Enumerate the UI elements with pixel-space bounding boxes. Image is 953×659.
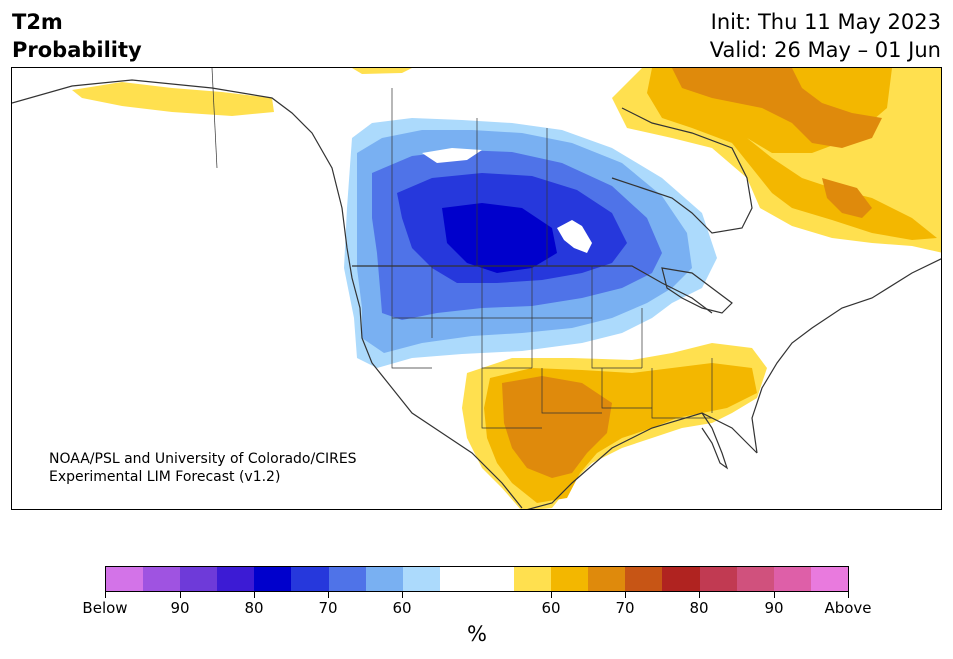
north-america-west-coast xyxy=(12,79,523,509)
warm-region-northeast-65 xyxy=(647,68,937,240)
colorbar-tick-2 xyxy=(254,592,255,598)
colorbar-tick-7 xyxy=(699,592,700,598)
credit-text: NOAA/PSL and University of Colorado/CIRE… xyxy=(49,450,357,486)
colorbar-tick-0 xyxy=(105,592,106,598)
colorbar-tick-label-3: 70 xyxy=(318,599,338,617)
colorbar-tick-label-7: 80 xyxy=(689,599,709,617)
colorbar-tick-4 xyxy=(402,592,403,598)
colorbar-tick-5 xyxy=(551,592,552,598)
hudson-bay xyxy=(611,107,753,234)
colorbar-tick-label-6: 70 xyxy=(615,599,635,617)
colorbar-tick-6 xyxy=(625,592,626,598)
colorbar-segment-16 xyxy=(699,567,737,591)
valid-date-label: Valid: 26 May – 01 Jun xyxy=(709,38,941,62)
florida xyxy=(701,412,729,470)
colorbar-tick-9 xyxy=(848,592,849,598)
colorbar-tick-label-9: Above xyxy=(824,599,872,617)
warm-region-northeast-70 xyxy=(672,68,882,148)
colorbar-segment-13 xyxy=(588,567,626,591)
us-canada-border xyxy=(352,265,713,314)
colorbar-segment-18 xyxy=(773,567,811,591)
warm-region-alaska-60 xyxy=(72,82,274,116)
coastline-group xyxy=(12,79,941,509)
colorbar-unit-label: % xyxy=(467,622,487,646)
colorbar-segment-4 xyxy=(254,567,292,591)
colorbar-segment-15 xyxy=(662,567,700,591)
probability-map xyxy=(11,67,942,510)
lake-winnipeg xyxy=(557,220,592,253)
map-canvas xyxy=(12,68,941,509)
state-province-borders xyxy=(211,68,713,429)
colorbar-segment-14 xyxy=(625,567,663,591)
title-line-2: Probability xyxy=(12,38,142,62)
colorbar-segment-12 xyxy=(551,567,589,591)
colorbar-segment-8 xyxy=(402,567,440,591)
colorbar-tick-label-2: 80 xyxy=(244,599,264,617)
great-bear-lake xyxy=(422,148,482,163)
colorbar-tick-label-5: 60 xyxy=(541,599,561,617)
colorbar-tick-label-4: 60 xyxy=(392,599,412,617)
init-date-label: Init: Thu 11 May 2023 xyxy=(710,10,941,34)
colorbar-segment-7 xyxy=(365,567,403,591)
colorbar-segment-6 xyxy=(328,567,366,591)
date-info: Init: Thu 11 May 2023 Valid: 26 May – 01… xyxy=(710,8,941,64)
colorbar-segment-9 xyxy=(439,567,477,591)
title-line-1: T2m xyxy=(12,10,63,34)
colorbar-segment-2 xyxy=(180,567,218,591)
colorbar-segment-5 xyxy=(291,567,329,591)
colorbar-tick-8 xyxy=(774,592,775,598)
great-lakes xyxy=(661,267,733,314)
gulf-coast xyxy=(527,412,758,509)
colorbar-segment-1 xyxy=(143,567,181,591)
map-title: T2m Probability xyxy=(12,8,142,64)
colorbar-segment-11 xyxy=(514,567,552,591)
colorbar-tick-3 xyxy=(328,592,329,598)
colorbar-segment-10 xyxy=(476,567,515,591)
colorbar-segment-3 xyxy=(217,567,255,591)
cold-region-80 xyxy=(442,203,557,273)
colorbar-tick-label-1: 90 xyxy=(170,599,190,617)
colorbar-tick-1 xyxy=(180,592,181,598)
colorbar xyxy=(105,566,849,592)
warm-region-south-70 xyxy=(502,376,612,478)
east-coast xyxy=(751,258,941,454)
colorbar-tick-label-0: Below xyxy=(82,599,128,617)
credit-line-1: NOAA/PSL and University of Colorado/CIRE… xyxy=(49,451,357,467)
colorbar-segment-0 xyxy=(106,567,144,591)
warm-region-labrador-70 xyxy=(822,178,872,218)
colorbar-segment-19 xyxy=(810,567,848,591)
colorbar-tick-label-8: 90 xyxy=(764,599,784,617)
warm-region-arctic-60 xyxy=(352,68,412,74)
colorbar-segment-17 xyxy=(736,567,774,591)
credit-line-2: Experimental LIM Forecast (v1.2) xyxy=(49,469,281,485)
